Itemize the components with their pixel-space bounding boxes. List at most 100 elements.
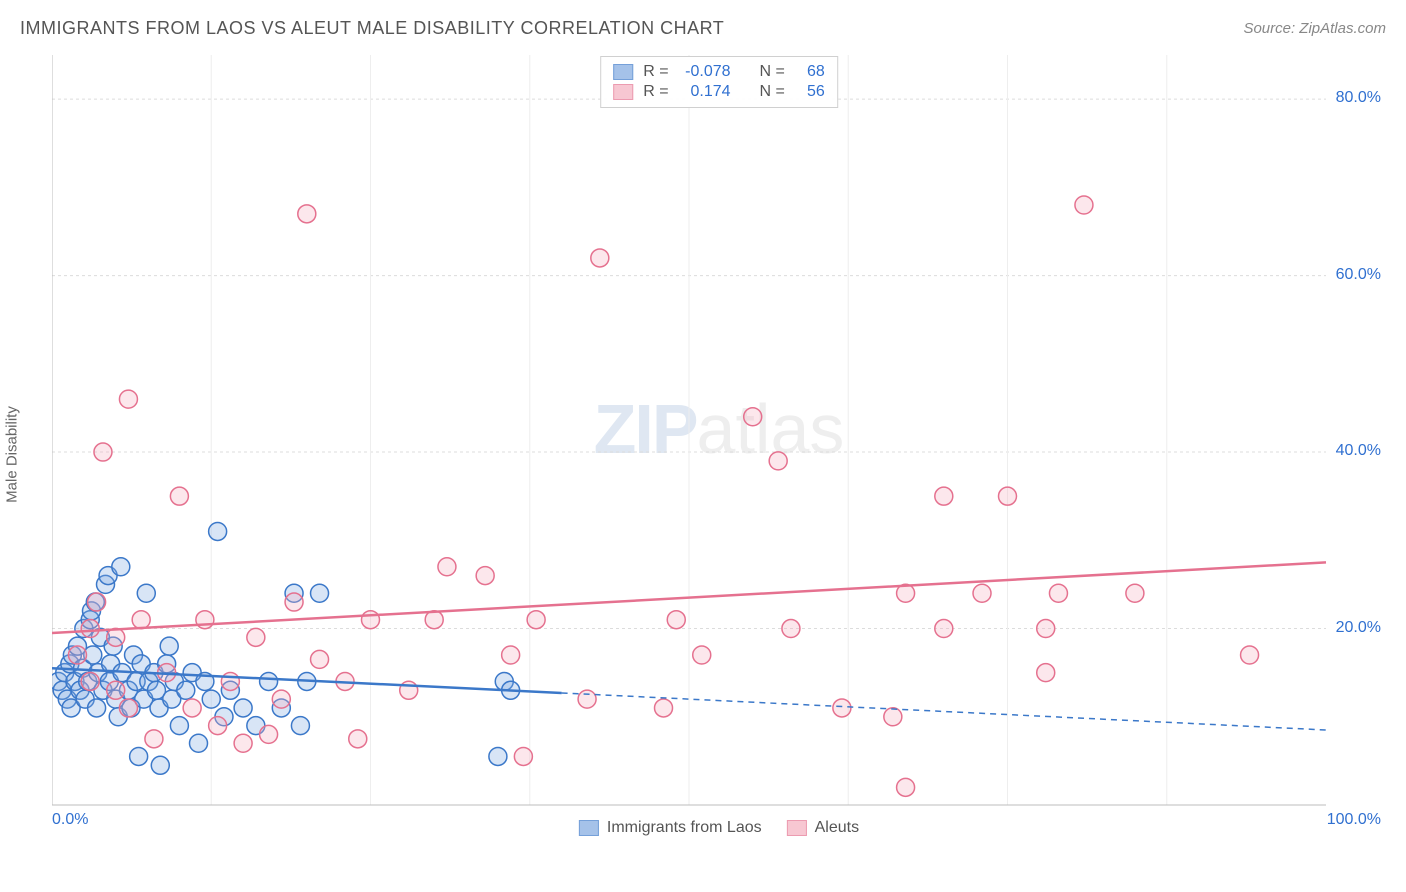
data-point [362,611,380,629]
y-tick-label: 20.0% [1336,619,1381,637]
data-point [884,708,902,726]
data-point [489,747,507,765]
data-point [234,699,252,717]
n-label: N = [759,83,784,101]
data-point [769,452,787,470]
legend-label: Immigrants from Laos [607,819,762,837]
legend-swatch [579,820,599,836]
data-point [311,650,329,668]
data-point [527,611,545,629]
data-point [190,734,208,752]
data-point [298,205,316,223]
data-point [145,730,163,748]
r-value: 0.174 [679,83,731,101]
data-point [578,690,596,708]
regression-line-extrapolated [562,693,1326,730]
data-point [68,646,86,664]
data-point [137,584,155,602]
stats-row: R = -0.078 N = 68 [613,62,825,82]
data-point [291,717,309,735]
data-point [202,690,220,708]
data-point [655,699,673,717]
data-point [151,756,169,774]
data-point [260,672,278,690]
data-point [221,672,239,690]
data-point [782,620,800,638]
data-point [897,778,915,796]
data-point [81,672,99,690]
data-point [514,747,532,765]
r-label: R = [643,63,668,81]
data-point [438,558,456,576]
data-point [234,734,252,752]
data-point [591,249,609,267]
data-point [349,730,367,748]
data-point [833,699,851,717]
y-tick-label: 80.0% [1336,89,1381,107]
data-point [311,584,329,602]
data-point [130,747,148,765]
data-point [502,646,520,664]
data-point [177,681,195,699]
data-point [81,620,99,638]
n-value: 68 [795,63,825,81]
series-legend: Immigrants from Laos Aleuts [579,819,859,837]
r-label: R = [643,83,668,101]
data-point [285,593,303,611]
data-point [170,717,188,735]
data-point [132,611,150,629]
stats-row: R = 0.174 N = 56 [613,82,825,102]
data-point [107,681,125,699]
data-point [209,522,227,540]
data-point [1241,646,1259,664]
y-tick-label: 40.0% [1336,442,1381,460]
data-point [1126,584,1144,602]
scatter-plot [52,55,1386,835]
data-point [260,725,278,743]
data-point [1037,620,1055,638]
data-point [183,699,201,717]
data-point [170,487,188,505]
data-point [425,611,443,629]
legend-item: Immigrants from Laos [579,819,762,837]
series-swatch [613,84,633,100]
source-attribution: Source: ZipAtlas.com [1243,20,1386,37]
data-point [973,584,991,602]
data-point [999,487,1017,505]
data-point [160,637,178,655]
n-value: 56 [795,83,825,101]
n-label: N = [759,63,784,81]
data-point [119,699,137,717]
data-point [94,443,112,461]
data-point [693,646,711,664]
data-point [1075,196,1093,214]
chart-title: IMMIGRANTS FROM LAOS VS ALEUT MALE DISAB… [20,18,724,39]
x-tick-label: 100.0% [1327,811,1381,829]
data-point [935,487,953,505]
data-point [1037,664,1055,682]
data-point [112,558,130,576]
data-point [88,593,106,611]
legend-item: Aleuts [787,819,859,837]
chart-area: ZIPatlas R =-0.078 N =68R =0.174 N =56 I… [52,55,1386,835]
x-tick-label: 0.0% [52,811,88,829]
data-point [247,628,265,646]
data-point [744,408,762,426]
data-point [107,628,125,646]
data-point [209,717,227,735]
data-point [272,690,290,708]
legend-swatch [787,820,807,836]
data-point [88,699,106,717]
r-value: -0.078 [679,63,731,81]
y-axis-label: Male Disability [4,406,21,503]
series-swatch [613,64,633,80]
data-point [476,567,494,585]
data-point [1049,584,1067,602]
data-point [667,611,685,629]
correlation-stats-box: R = -0.078 N = 68 R = 0.174 N = 56 [600,56,838,108]
chart-header: IMMIGRANTS FROM LAOS VS ALEUT MALE DISAB… [20,18,1386,39]
data-point [119,390,137,408]
y-tick-label: 60.0% [1336,266,1381,284]
data-point [935,620,953,638]
legend-label: Aleuts [815,819,859,837]
